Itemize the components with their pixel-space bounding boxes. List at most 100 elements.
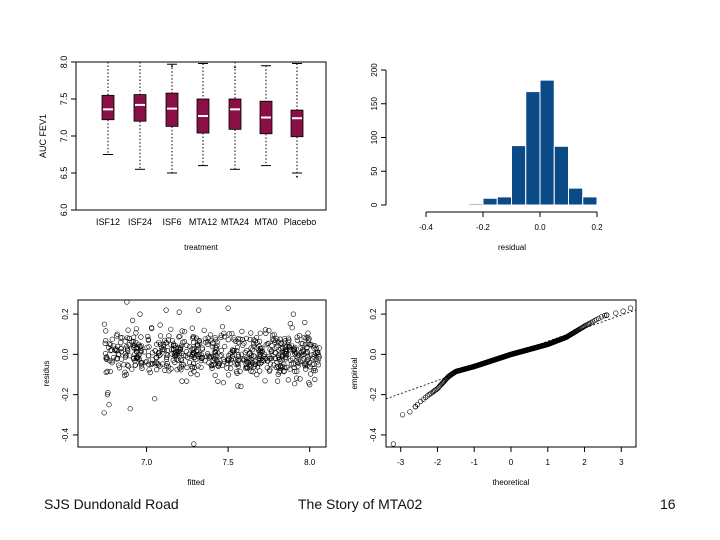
scatter-point — [301, 334, 307, 341]
qq-point — [414, 402, 421, 408]
scatter-point — [297, 333, 303, 339]
scatter-point — [285, 339, 291, 345]
scatter-point — [126, 335, 133, 342]
scatter-point — [166, 333, 172, 339]
y-tick-label: -0.4 — [369, 427, 378, 441]
qq-point — [424, 393, 431, 399]
qq-point — [601, 313, 608, 319]
scatter-point — [276, 356, 283, 362]
y-axis-label: residus — [42, 361, 51, 387]
scatter-point — [199, 354, 205, 361]
scatter-point — [290, 361, 297, 367]
box-body — [165, 92, 179, 127]
scatter-point — [263, 342, 269, 348]
boxplot-panel: 6.0 6.5 7.0 7.5 8.0 AUC FEV1 ISF12 ISF24 ISF6 MTA… — [38, 56, 327, 252]
scatter-point — [164, 361, 170, 367]
scatter-point — [281, 336, 287, 342]
x-category-label: MTA12 — [189, 217, 217, 227]
scatter-point — [145, 361, 152, 367]
residual-scatter-panel: -0.4 -0.2 0.0 0.2 residus 7.0 7.5 8.0 fitted — [42, 299, 327, 487]
scatter-point — [199, 346, 205, 352]
histogram-bar — [525, 91, 541, 206]
box-body — [133, 94, 147, 122]
box-body — [101, 94, 115, 121]
scatter-point — [271, 337, 277, 343]
scatter-point — [213, 345, 219, 351]
scatter-point — [101, 321, 107, 327]
scatter-point — [133, 330, 139, 336]
scatter-point — [133, 339, 139, 346]
box-body — [290, 109, 304, 138]
footer-presenter: SJS Dundonald Road — [44, 496, 179, 512]
scatter-point — [309, 352, 315, 358]
scatter-point — [307, 364, 313, 370]
scatter-point — [195, 363, 201, 369]
scatter-point — [244, 359, 250, 365]
scatter-point — [311, 368, 317, 374]
scatter-point — [256, 360, 262, 366]
scatter-point — [278, 363, 284, 370]
scatter-point — [107, 368, 113, 375]
scatter-point — [115, 362, 122, 368]
scatter-point — [274, 344, 280, 350]
scatter-point — [257, 330, 263, 336]
scatter-point — [157, 333, 164, 339]
qq-point — [627, 305, 634, 311]
scatter-point — [118, 345, 124, 351]
scatter-point — [104, 392, 110, 398]
x-category-label: ISF6 — [162, 217, 181, 227]
scatter-point — [303, 366, 309, 372]
scatter-point — [134, 345, 140, 351]
scatter-point — [135, 356, 141, 362]
box-body — [228, 98, 242, 130]
qq-point — [585, 321, 591, 327]
scatter-point — [315, 362, 322, 368]
scatter-point — [292, 344, 298, 351]
scatter-point — [307, 382, 313, 388]
y-tick-label: 0.0 — [61, 348, 70, 360]
scatter-point — [313, 345, 319, 351]
qq-plot-panel: -0.4 -0.2 0.0 0.2 empirical -3 -2 -1 0 1 2 3 theoret… — [350, 299, 637, 487]
scatter-point — [214, 358, 220, 364]
scatter-point — [170, 341, 176, 347]
scatter-point — [261, 353, 267, 359]
scatter-point — [190, 350, 196, 356]
scatter-point — [168, 342, 174, 348]
scatter-point — [124, 345, 131, 351]
scatter-point — [157, 322, 163, 328]
scatter-point — [271, 362, 277, 368]
scatter-point — [157, 363, 163, 369]
scatter-point — [189, 365, 195, 371]
y-tick-label: 0.2 — [369, 308, 378, 320]
box-outlier — [234, 66, 236, 69]
scatter-point — [130, 342, 136, 348]
scatter-point — [212, 335, 218, 341]
scatter-point — [286, 344, 292, 350]
scatter-point — [212, 349, 218, 355]
scatter-point — [248, 356, 254, 362]
scatter-point — [118, 356, 125, 362]
y-tick-label: 50 — [370, 166, 379, 175]
scatter-point — [297, 358, 304, 364]
scatter-point — [235, 352, 241, 358]
scatter-point — [146, 353, 152, 359]
scatter-point — [116, 365, 123, 371]
scatter-point — [130, 338, 137, 345]
scatter-point — [273, 356, 279, 362]
qq-point — [598, 314, 605, 320]
qq-point — [620, 308, 626, 314]
scatter-point — [289, 325, 295, 331]
scatter-point — [183, 353, 189, 359]
scatter-point — [173, 345, 179, 351]
scatter-point — [103, 369, 109, 376]
y-tick-label: -0.2 — [369, 387, 378, 401]
scatter-point — [294, 354, 301, 360]
scatter-point — [178, 364, 185, 370]
histogram-bar — [511, 145, 527, 206]
scatter-point — [316, 356, 322, 362]
y-tick-label: 150 — [370, 97, 379, 111]
scatter-point — [282, 338, 288, 344]
scatter-point — [247, 336, 253, 343]
scatter-point — [221, 330, 227, 337]
y-axis-label: AUC FEV1 — [38, 114, 48, 158]
